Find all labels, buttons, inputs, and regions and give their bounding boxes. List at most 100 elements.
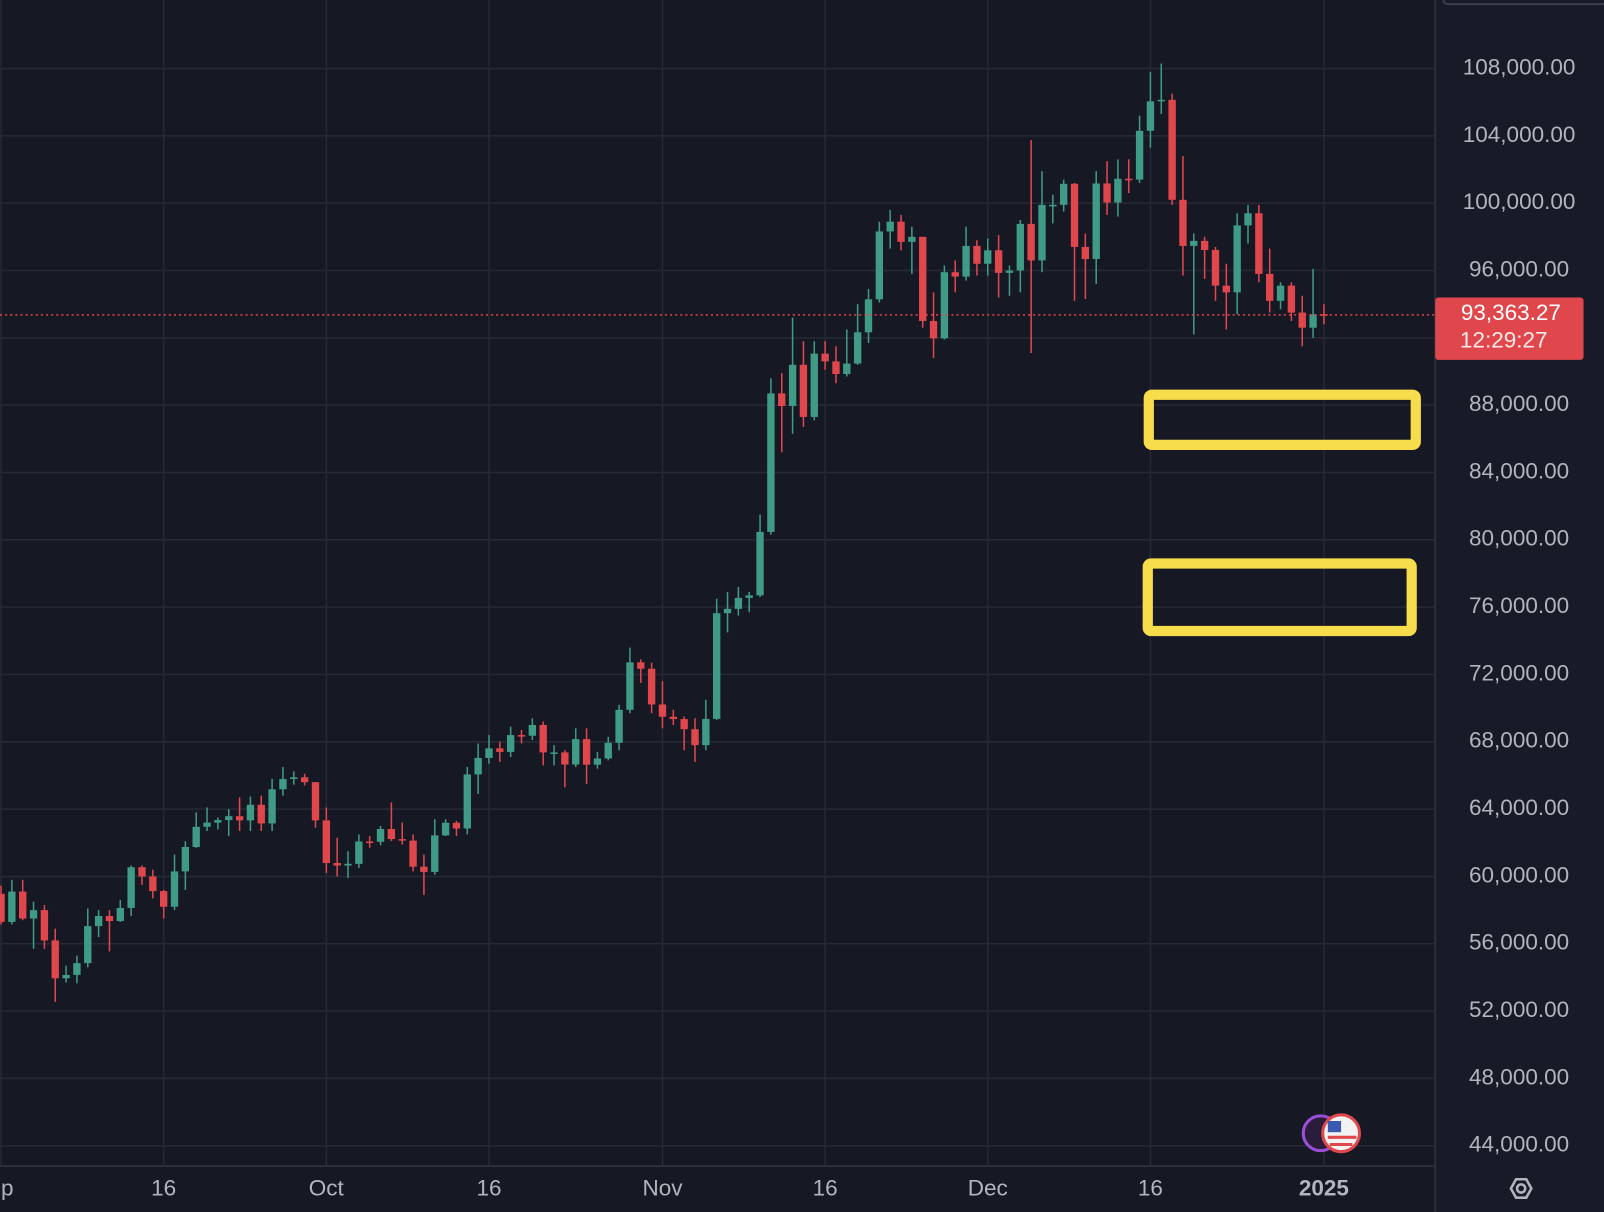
y-tick-label: 56,000.00 [1469,930,1569,955]
settings-icon-center [1515,1183,1527,1194]
candle-body [235,816,244,821]
x-tick-label: 16 [813,1175,838,1200]
x-tick-label: Dec [968,1175,1008,1200]
top-toolbar-edge [1442,0,1604,6]
candle-body [441,822,450,836]
candle-body [604,742,612,759]
candle-body [73,963,81,975]
candle-body [1179,199,1187,246]
annotation-box [1143,389,1421,450]
candle-body [962,245,970,277]
candle-body [1059,183,1068,205]
candle-body [1233,225,1241,293]
candle-body [886,221,894,232]
candle-body [929,320,938,339]
y-tick-label: 80,000.00 [1469,526,1569,551]
candle-body [582,739,591,765]
candle-body [203,822,211,827]
candle-body [1276,285,1285,301]
candle-body [1081,246,1090,260]
candle-body [875,231,884,300]
candle-body [322,820,331,863]
candle-body [1070,183,1079,247]
candle-body [94,916,103,927]
candle-body [1309,314,1317,328]
candle-body [246,804,255,821]
event-icons[interactable] [1301,1113,1362,1154]
candle-body [84,926,92,964]
candle-body [1320,314,1328,316]
candle-body [214,820,222,823]
candle-body [225,816,233,821]
candle-body [680,719,688,730]
candle-body [1005,270,1014,273]
candle-body [8,891,16,922]
y-tick-label: 72,000.00 [1469,660,1569,685]
candle-body [1027,223,1035,261]
candle-body [300,777,309,783]
candle-body [19,891,27,919]
candle-body [29,910,38,919]
candle-body [355,841,363,864]
candle-body [832,361,840,375]
candle-body [452,822,461,829]
candle-body [1092,183,1100,260]
candle-body [496,748,504,752]
candle-body [40,910,49,941]
candle-body [853,332,862,364]
candle-body [984,250,992,264]
candle-body [51,940,59,979]
candle-body [615,709,623,743]
y-tick-label: 60,000.00 [1469,862,1569,887]
candle-body [799,364,808,417]
settings-icon[interactable] [1509,1177,1533,1199]
y-tick-label: 48,000.00 [1469,1064,1569,1089]
y-tick-label: 64,000.00 [1469,795,1569,820]
candle-body [734,597,743,609]
candle-body [257,804,265,824]
x-tick-label: Nov [642,1175,683,1200]
plot-area [0,0,1436,1166]
candle-body [1146,101,1155,131]
candle-body [1255,213,1263,274]
candle-body [940,272,949,339]
candle-body [1222,285,1231,293]
candle-body [517,735,526,737]
candle-body [778,393,786,406]
candle-body [908,236,916,242]
candle-body [1266,273,1274,301]
candle-body [1114,178,1122,203]
x-tick-label: 16 [1138,1175,1163,1200]
candle-body [550,752,558,754]
candle-body [159,891,168,907]
candle-body [268,789,276,824]
candle-body [647,668,656,705]
candle-body [474,757,482,775]
x-tick-label: 16 [151,1175,176,1200]
candle-body [1016,223,1024,271]
flag-canton [1327,1120,1342,1133]
candle-body [420,866,428,872]
flag-icon[interactable] [1321,1113,1362,1154]
candle-body [376,828,385,842]
price-axis-panel [1435,0,1604,1212]
candle-body [0,893,5,922]
y-tick-label: 108,000.00 [1463,54,1576,79]
candle-body [713,613,721,719]
candle-body [810,353,818,417]
candle-body [658,704,667,717]
y-tick-label: 44,000.00 [1469,1132,1569,1157]
y-tick-label: 88,000.00 [1469,391,1569,416]
settings-button[interactable] [1509,1177,1533,1199]
last-price-label: 93,363.27 [1461,300,1561,325]
candle-body [593,758,602,765]
candle-body [279,778,287,790]
candle-body [463,774,471,829]
candle-body [333,862,341,866]
candle-body [1125,178,1133,181]
candle-body [919,236,927,321]
candle-body [702,718,710,746]
